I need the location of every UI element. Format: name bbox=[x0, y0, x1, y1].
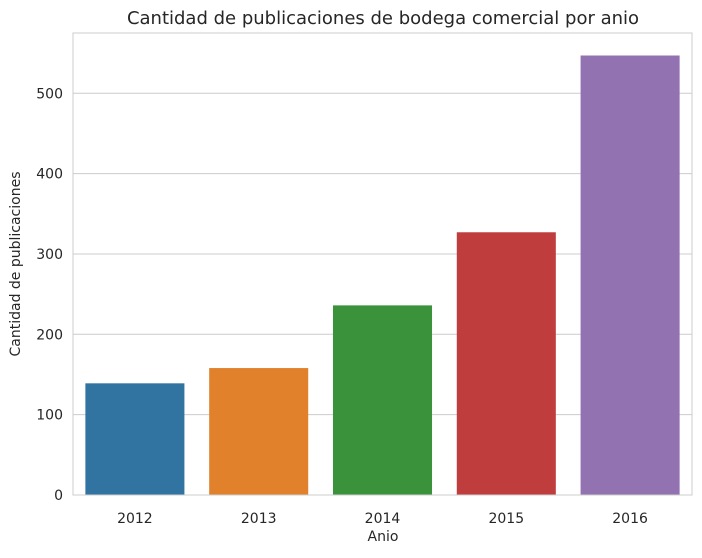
x-axis-label: Anio bbox=[368, 529, 399, 545]
x-tick-label: 2016 bbox=[612, 511, 648, 527]
bar-2013 bbox=[209, 368, 309, 495]
y-axis-label: Cantidad de publicaciones bbox=[8, 172, 24, 357]
y-tick-label: 400 bbox=[36, 167, 63, 183]
x-tick-label: 2013 bbox=[241, 511, 277, 527]
y-tick-label: 100 bbox=[36, 408, 63, 424]
bar-2016 bbox=[580, 55, 680, 496]
x-axis-ticks: 2012 2013 2014 2015 2016 bbox=[117, 511, 648, 527]
x-tick-label: 2012 bbox=[117, 511, 153, 527]
chart-title: Cantidad de publicaciones de bodega come… bbox=[127, 8, 639, 29]
y-axis-ticks: 0 100 200 300 400 500 bbox=[36, 86, 63, 504]
x-tick-label: 2014 bbox=[365, 511, 401, 527]
y-tick-label: 500 bbox=[36, 86, 63, 102]
y-tick-label: 0 bbox=[54, 488, 63, 504]
y-tick-label: 200 bbox=[36, 327, 63, 343]
y-tick-label: 300 bbox=[36, 247, 63, 263]
bar-2012 bbox=[85, 383, 185, 495]
bars bbox=[85, 55, 680, 496]
plot-frame bbox=[72, 32, 693, 496]
bar-2015 bbox=[456, 232, 556, 495]
x-tick-label: 2015 bbox=[488, 511, 524, 527]
bar-2014 bbox=[332, 305, 433, 495]
